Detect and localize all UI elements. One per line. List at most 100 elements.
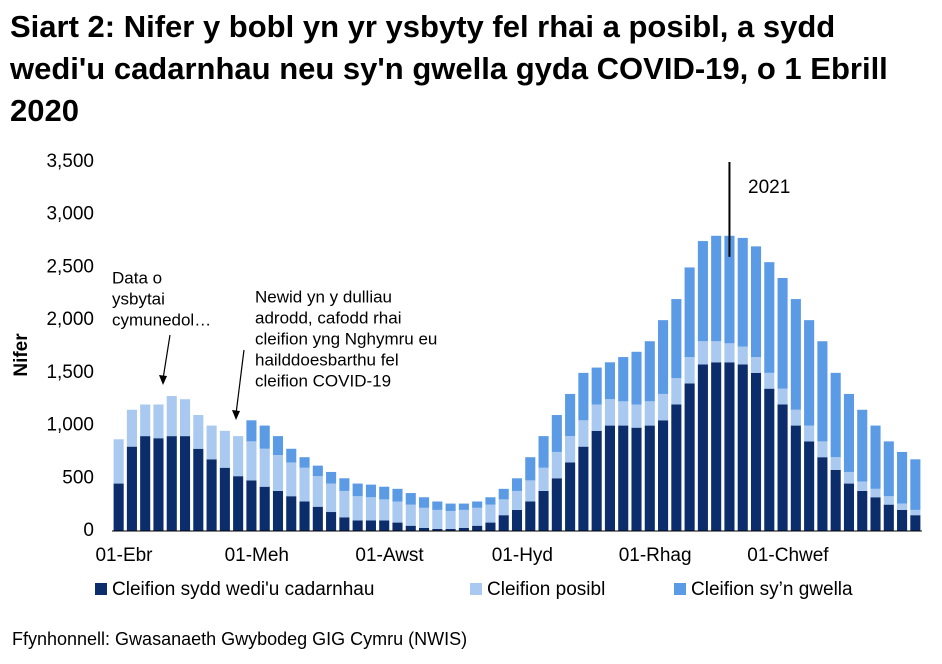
legend-label: Cleifion posibl xyxy=(487,579,605,600)
bar-segment xyxy=(870,488,881,498)
bar-segment xyxy=(697,241,708,342)
x-tick-label: 01-Meh xyxy=(225,545,289,566)
bar-segment xyxy=(299,467,310,502)
bar-segment xyxy=(843,483,855,531)
bar-segment xyxy=(472,507,483,526)
bar-segment xyxy=(883,496,894,505)
bar-segment xyxy=(246,420,257,442)
bar-segment xyxy=(777,404,788,531)
bar-segment xyxy=(432,509,443,529)
bar-segment xyxy=(897,509,908,531)
bar-segment xyxy=(379,499,390,521)
bar-segment xyxy=(166,396,177,437)
bar-segment xyxy=(405,525,416,531)
bar-segment xyxy=(817,341,828,442)
bar-segment xyxy=(644,341,655,402)
bar-segment xyxy=(379,520,390,531)
bar-segment xyxy=(445,528,456,531)
legend-label: Cleifion sy’n gwella xyxy=(691,579,853,600)
y-tick-label: 500 xyxy=(62,467,94,488)
bar-segment xyxy=(644,425,655,531)
bar-segment xyxy=(365,484,376,498)
y-tick-label: 2,000 xyxy=(46,309,94,330)
bar-segment xyxy=(910,459,921,510)
bar-segment xyxy=(817,457,828,531)
bar-segment xyxy=(352,520,363,531)
bar-segment xyxy=(711,235,722,342)
bar-segment xyxy=(804,441,815,531)
bar-segment xyxy=(259,425,270,449)
bar-segment xyxy=(458,527,469,531)
bar-segment xyxy=(804,425,815,442)
bar-segment xyxy=(339,517,350,531)
bar-segment xyxy=(286,496,297,531)
annotation: Data o xyxy=(112,268,162,287)
legend-swatch xyxy=(95,583,107,595)
bar-segment xyxy=(458,503,469,510)
bar-segment xyxy=(286,462,297,497)
bar-segment xyxy=(206,425,217,460)
bar-segment xyxy=(578,372,589,421)
bar-segment xyxy=(750,372,762,531)
bar-segment xyxy=(485,497,496,505)
y-tick-label: 3,000 xyxy=(46,204,94,225)
annotation: adrodd, cafodd rhai xyxy=(255,308,402,327)
bar-segment xyxy=(126,409,137,447)
bar-segment xyxy=(711,362,722,531)
bar-segment xyxy=(405,504,416,526)
bar-segment xyxy=(578,446,589,531)
bar-segment xyxy=(658,420,669,531)
y-tick-label: 1,500 xyxy=(46,362,94,383)
bar-segment xyxy=(299,457,310,468)
bar-segment xyxy=(883,504,894,531)
bar-segment xyxy=(618,425,629,531)
bar-segment xyxy=(790,425,801,531)
bar-segment xyxy=(684,357,695,384)
bar-segment xyxy=(179,436,191,531)
bar-segment xyxy=(817,441,828,458)
bar-segment xyxy=(339,478,350,491)
bar-segment xyxy=(259,486,270,531)
bar-segment xyxy=(498,488,509,500)
bar-segment xyxy=(432,528,443,531)
bar-segment xyxy=(790,409,801,426)
bar-segment xyxy=(618,357,629,402)
bar-segment xyxy=(591,430,602,531)
bar-segment xyxy=(179,399,191,437)
bar-segment xyxy=(591,367,602,405)
bar-segment xyxy=(525,501,536,531)
bar-segment xyxy=(312,465,323,477)
bar-segment xyxy=(193,448,204,531)
bar-segment xyxy=(511,509,523,531)
bar-segment xyxy=(777,388,788,405)
bar-segment xyxy=(379,486,390,500)
annotation: cleifion COVID-19 xyxy=(255,371,391,390)
bar-segment xyxy=(511,490,523,510)
bar-segment xyxy=(485,504,496,523)
y-axis-label: Nifer xyxy=(11,333,32,377)
bar-segment xyxy=(538,467,549,491)
bar-segment xyxy=(445,503,456,511)
bar-segment xyxy=(631,404,642,428)
bar-segment xyxy=(711,341,722,363)
bar-segment xyxy=(604,362,615,400)
bar-segment xyxy=(843,471,855,484)
bar-segment xyxy=(392,488,403,502)
annotation: cymunedol… xyxy=(112,310,211,329)
bar-segment xyxy=(472,525,483,531)
bar-segment xyxy=(419,527,430,531)
source: Ffynhonnell: Gwasanaeth Gwybodeg GIG Cym… xyxy=(12,629,467,649)
bar-segment xyxy=(498,499,509,516)
bar-segment xyxy=(299,501,310,531)
bar-segment xyxy=(246,441,257,481)
bar-segment xyxy=(724,343,735,363)
arrow-head xyxy=(232,410,240,420)
y-tick-label: 2,500 xyxy=(46,256,94,277)
bar-segment xyxy=(246,480,257,531)
bar-segment xyxy=(697,364,708,531)
legend-label: Cleifion sydd wedi'u cadarnhau xyxy=(112,579,374,600)
bar-segment xyxy=(658,393,669,421)
bar-segment xyxy=(511,478,523,491)
bar-segment xyxy=(352,483,363,497)
